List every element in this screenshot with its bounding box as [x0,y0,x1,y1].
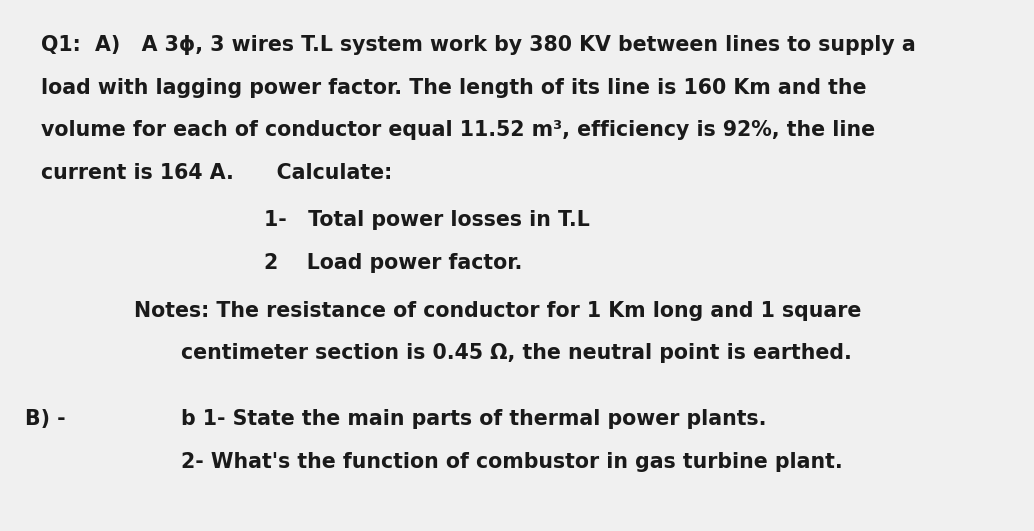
Text: centimeter section is 0.45 Ω, the neutral point is earthed.: centimeter section is 0.45 Ω, the neutra… [181,343,852,363]
Text: Notes: The resistance of conductor for 1 Km long and 1 square: Notes: The resistance of conductor for 1… [134,301,861,321]
Text: b 1- State the main parts of thermal power plants.: b 1- State the main parts of thermal pow… [181,409,766,430]
Text: Q1:  A)   A 3ϕ, 3 wires T.L system work by 380 KV between lines to supply a: Q1: A) A 3ϕ, 3 wires T.L system work by … [41,35,916,55]
Text: B) -: B) - [25,409,65,430]
Text: load with lagging power factor. The length of its line is 160 Km and the: load with lagging power factor. The leng… [41,78,866,98]
Text: volume for each of conductor equal 11.52 m³, efficiency is 92%, the line: volume for each of conductor equal 11.52… [41,120,876,140]
Text: 2- What's the function of combustor in gas turbine plant.: 2- What's the function of combustor in g… [181,452,843,472]
Text: current is 164 A.      Calculate:: current is 164 A. Calculate: [41,162,393,183]
Text: 2    Load power factor.: 2 Load power factor. [264,253,522,273]
Text: 1-   Total power losses in T.L: 1- Total power losses in T.L [264,210,589,230]
